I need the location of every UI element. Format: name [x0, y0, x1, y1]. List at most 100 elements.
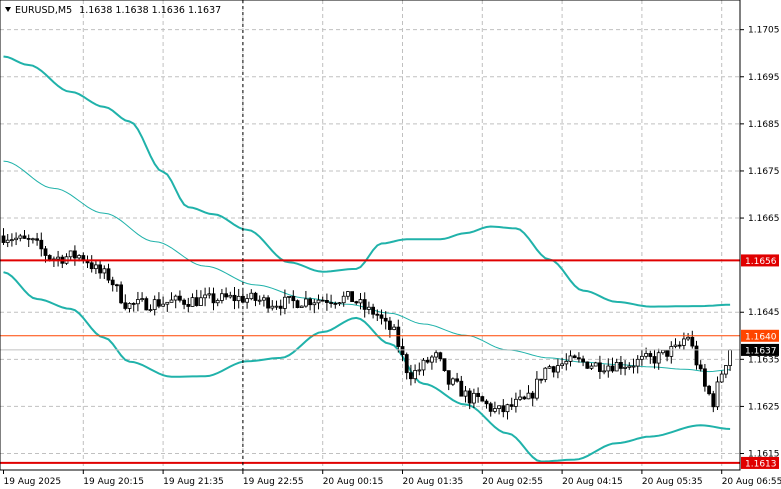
candle-down — [408, 372, 413, 380]
candle-down — [509, 404, 514, 407]
candle-down — [455, 378, 460, 382]
y-tick-label: 1.1705 — [748, 26, 780, 36]
candle-down — [26, 238, 31, 240]
bollinger-middle-line — [3, 160, 731, 373]
candle-down — [354, 301, 359, 304]
candle-up — [135, 299, 140, 305]
candle-up — [623, 366, 627, 369]
candle-up — [471, 392, 476, 404]
candle-down — [539, 378, 543, 381]
candle-up — [203, 294, 208, 299]
candle-down — [182, 299, 187, 305]
candle-down — [396, 326, 401, 347]
candle-down — [89, 262, 94, 270]
candle-up — [341, 295, 346, 304]
candle-down — [106, 268, 111, 281]
candle-up — [429, 356, 434, 363]
candle-up — [94, 264, 98, 270]
candle-down — [698, 364, 703, 370]
candle-down — [1, 235, 6, 243]
y-tick-label: 1.1645 — [748, 308, 780, 318]
candle-up — [215, 300, 220, 304]
candle-down — [278, 305, 283, 309]
candle-up — [627, 365, 632, 368]
candle-up — [614, 361, 619, 372]
price-axis[interactable]: 1.1705 1.1695 1.1685 1.1675 1.1665 1.1645 1.16… — [740, 26, 780, 460]
candle-up — [337, 302, 342, 305]
candle-down — [476, 392, 481, 397]
candle-down — [295, 300, 300, 308]
candle-up — [190, 297, 195, 307]
bollinger-upper-line — [3, 55, 731, 308]
candle-up — [543, 367, 548, 380]
candle-down — [232, 294, 237, 302]
candle-up — [345, 291, 350, 297]
candle-up — [434, 352, 439, 358]
candle-down — [324, 300, 329, 303]
candle-down — [619, 361, 623, 369]
candle-down — [115, 284, 119, 287]
y-tick-label: 1.1615 — [748, 450, 780, 460]
candle-down — [266, 297, 271, 309]
candle-down — [711, 393, 716, 408]
candle-down — [177, 295, 182, 301]
horizontal-levels[interactable] — [0, 259, 740, 464]
candle-up — [724, 365, 728, 375]
candle-down — [194, 297, 199, 306]
candle-up — [518, 396, 522, 400]
x-tick-label: 19 Aug 20:15 — [83, 477, 144, 487]
candle-up — [606, 365, 611, 372]
candle-down — [677, 344, 682, 347]
candle-down — [446, 370, 451, 385]
candle-up — [148, 309, 153, 311]
y-tick-label: 1.1635 — [748, 355, 780, 365]
symbol-label: EURUSD,M5 1.1638 1.1638 1.1636 1.1637 — [15, 5, 221, 16]
triangle-down-icon[interactable] — [5, 7, 11, 12]
x-tick-label: 20 Aug 05:35 — [642, 477, 703, 487]
candle-up — [358, 299, 363, 304]
candle-down — [530, 392, 535, 399]
candle-up — [198, 297, 203, 306]
candle-up — [274, 305, 279, 308]
candles — [1, 228, 732, 420]
candle-down — [333, 302, 338, 305]
bollinger-lower-line — [3, 271, 731, 463]
candle-down — [22, 235, 27, 239]
candle-up — [77, 255, 81, 259]
candle-up — [421, 359, 426, 371]
candle-down — [144, 298, 149, 311]
candle-down — [110, 279, 115, 286]
level-label-support-box — [741, 456, 779, 469]
time-axis[interactable]: 19 Aug 2025 19 Aug 20:15 19 Aug 21:35 19 Au… — [3, 470, 781, 487]
candle-down — [459, 380, 464, 397]
candle-down — [598, 362, 602, 372]
candle-up — [413, 370, 418, 380]
candle-down — [383, 317, 388, 322]
candle-up — [564, 361, 569, 365]
candle-up — [450, 378, 455, 385]
current-price-label: 1.1637 — [745, 346, 777, 356]
candle-down — [291, 295, 296, 302]
ohlc-values: 1.1638 1.1638 1.1636 1.1637 — [79, 5, 221, 16]
candle-up — [30, 238, 35, 241]
candle-down — [253, 292, 258, 301]
x-tick-label: 19 Aug 21:35 — [163, 477, 224, 487]
candle-down — [375, 313, 380, 316]
level-label-support: 1.1613 — [745, 459, 777, 469]
candle-up — [535, 378, 539, 399]
candle-down — [652, 356, 657, 364]
candle-down — [522, 396, 527, 400]
candle-up — [68, 250, 73, 258]
candle-down — [488, 403, 493, 412]
candle-up — [312, 302, 317, 306]
candle-down — [329, 302, 334, 304]
candle-up — [602, 370, 606, 373]
candle-up — [299, 305, 304, 308]
candle-down — [371, 306, 376, 315]
candle-down — [694, 345, 699, 366]
candle-down — [379, 314, 384, 319]
candle-down — [404, 354, 409, 374]
chart-header: EURUSD,M5 1.1638 1.1638 1.1636 1.1637 — [5, 5, 221, 16]
candle-down — [551, 366, 556, 373]
